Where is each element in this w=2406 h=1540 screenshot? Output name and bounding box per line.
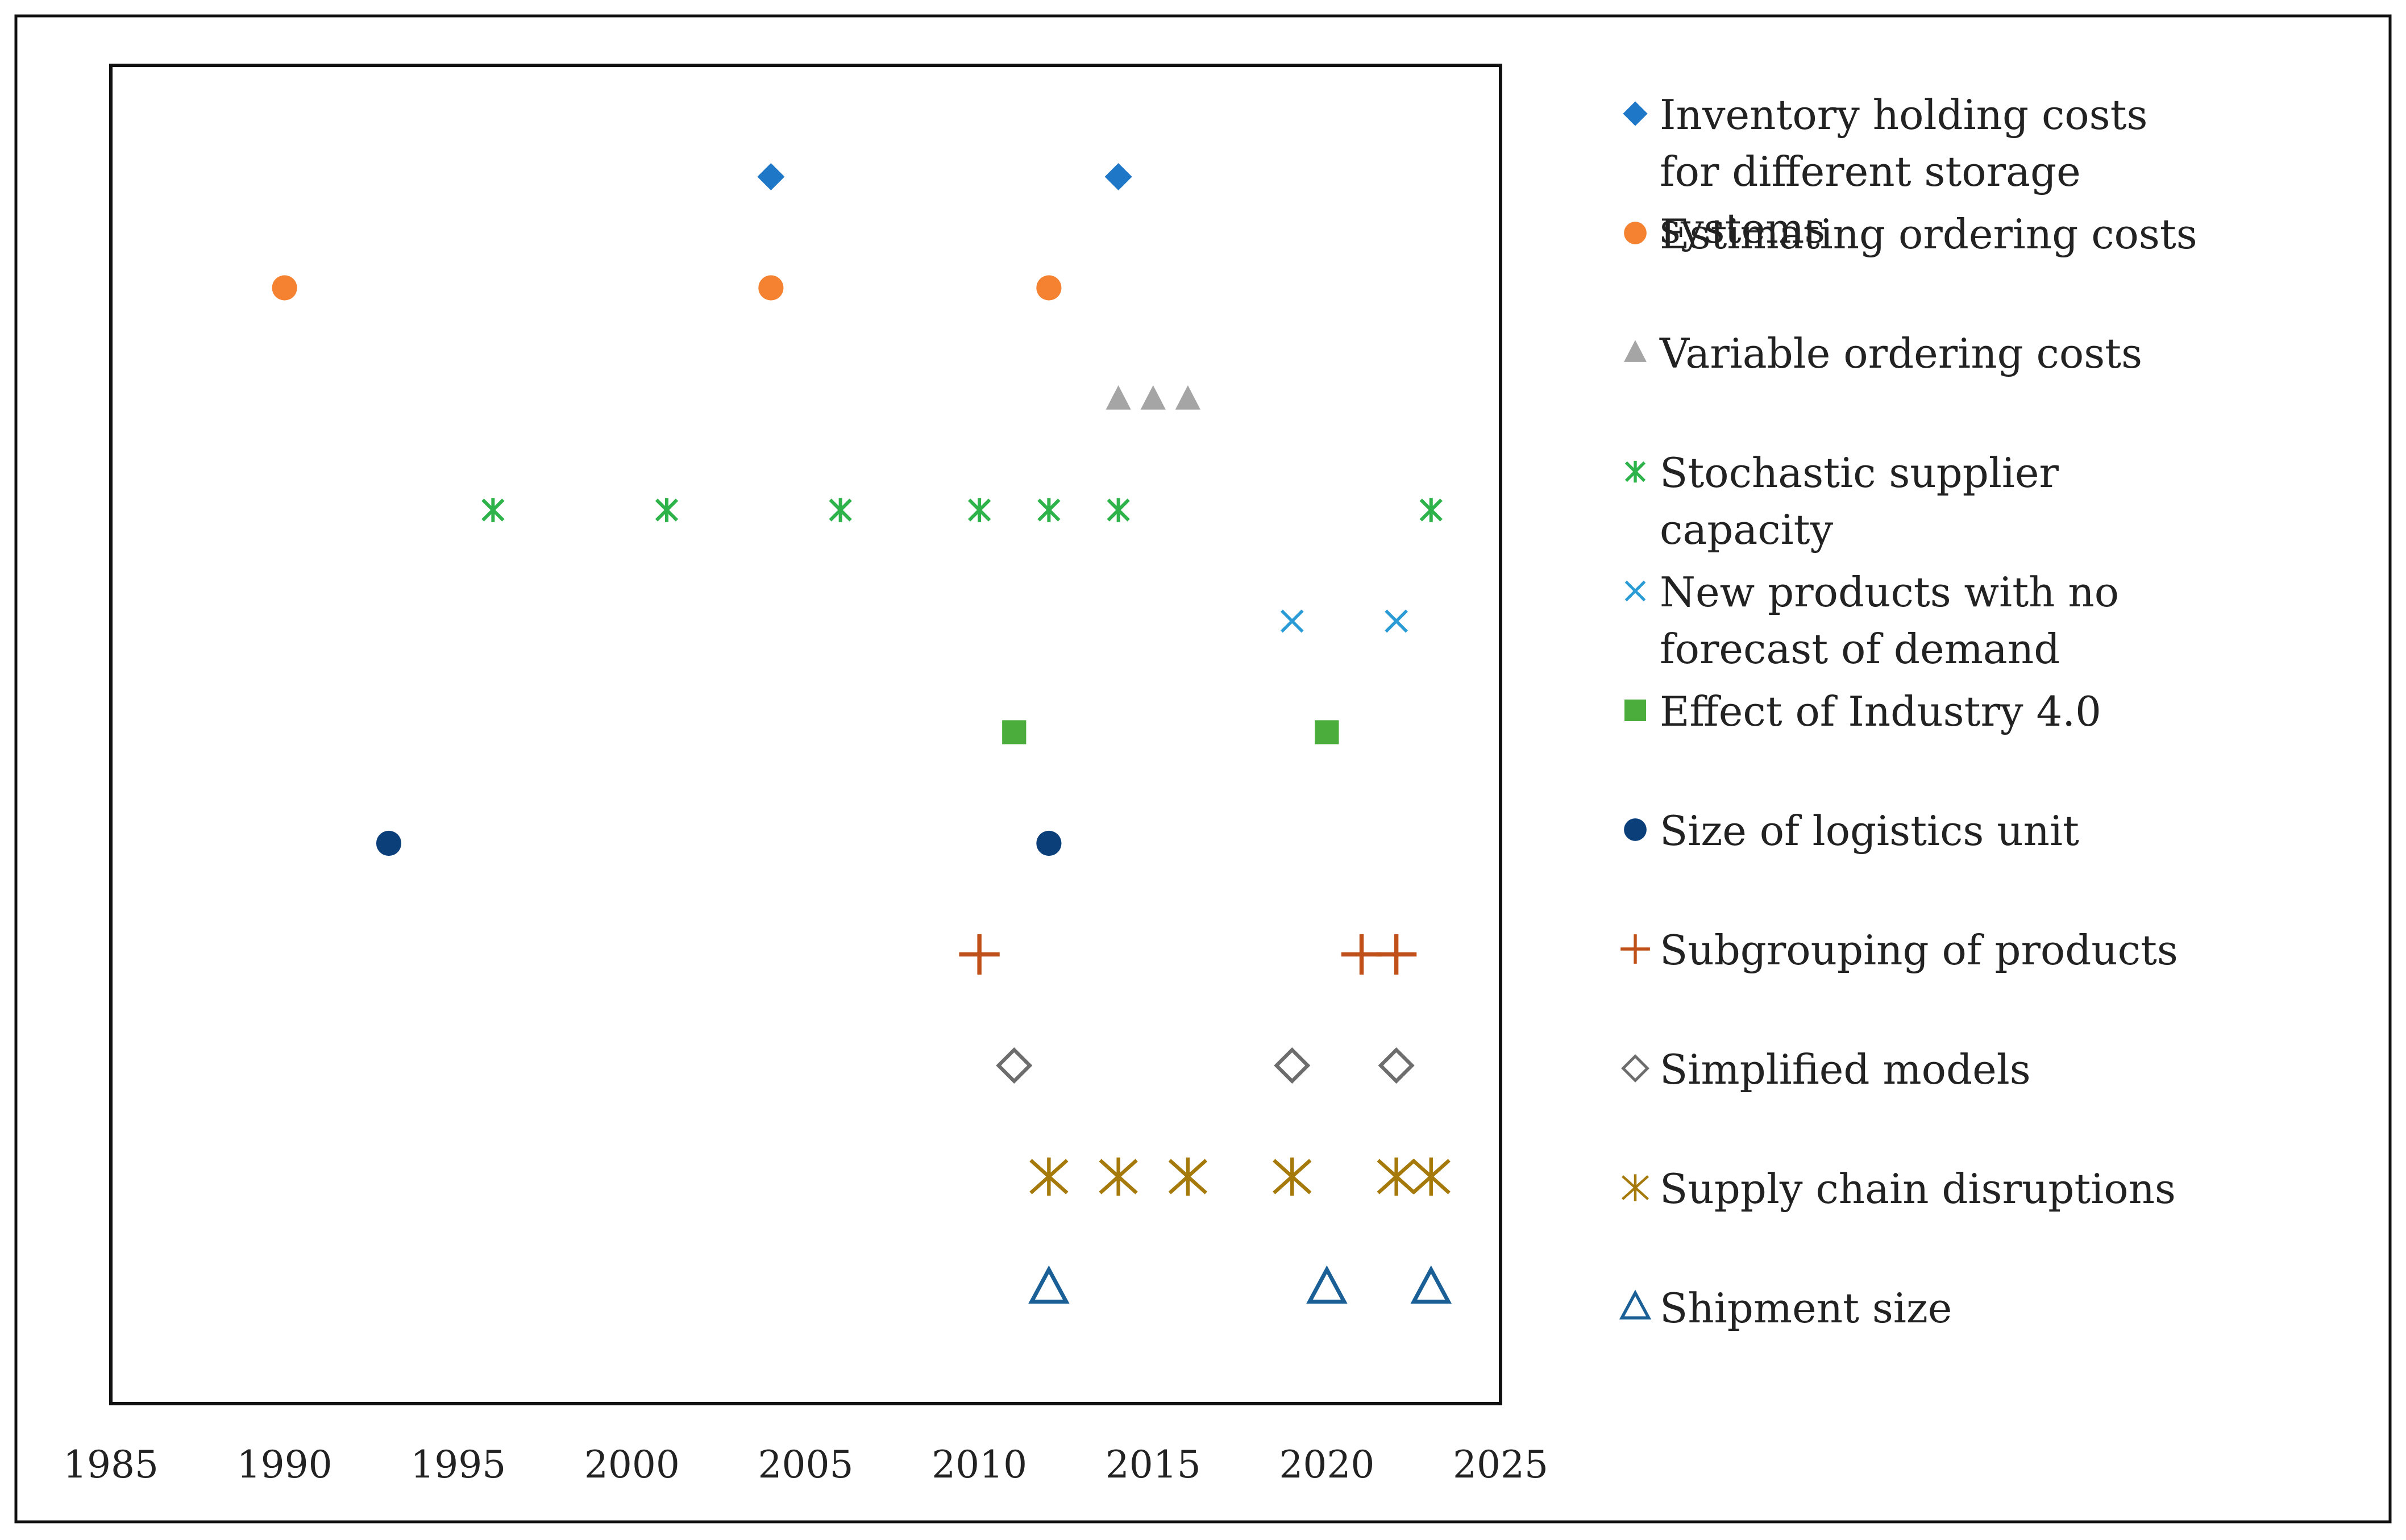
legend-label-1: Inventory holding costs for different sto… <box>1660 91 2147 252</box>
data-point-10-2016 <box>1168 1157 1208 1196</box>
legend-marker-2 <box>1624 222 1647 244</box>
x-tick-label-1985: 1985 <box>63 1443 159 1487</box>
plot-area <box>109 64 1502 1405</box>
legend-item-9: Simplified models <box>1621 1046 2031 1093</box>
series-7 <box>376 830 1062 856</box>
legend-label-2: Estimating ordering costs <box>1660 210 2197 258</box>
data-point-2-2004 <box>758 275 784 301</box>
series-3 <box>1106 385 1200 410</box>
legend-item-2: Estimating ordering costs <box>1624 210 2197 258</box>
legend-label-9: Simplified models <box>1660 1046 2031 1093</box>
data-point-10-2023 <box>1411 1157 1451 1196</box>
legend-marker-1 <box>1623 101 1648 126</box>
legend-item-6: Effect of Industry 4.0 <box>1624 688 2101 735</box>
data-point-6-2011 <box>1002 720 1027 744</box>
data-point-7-1993 <box>376 830 402 856</box>
data-point-4-2010 <box>968 498 991 522</box>
x-tick-label-2025: 2025 <box>1453 1443 1548 1487</box>
legend-item-11: Shipment size <box>1619 1284 1952 1332</box>
legend-item-3: Variable ordering costs <box>1624 330 2142 377</box>
legend-label-8: Subgrouping of products <box>1660 926 2178 974</box>
legend-label-6: Effect of Industry 4.0 <box>1660 688 2101 735</box>
data-point-9-2022 <box>1378 1047 1415 1084</box>
data-point-7-2012 <box>1036 830 1062 856</box>
legend-item-1: Inventory holding costs for different sto… <box>1623 91 2147 252</box>
x-axis: 1985 1990 1995 2000 2005 2010 2015 2020 2025 <box>63 1443 1548 1487</box>
legend-label-4: Stochastic supplier capacity <box>1660 449 2059 553</box>
data-point-11-2023 <box>1410 1265 1452 1304</box>
x-tick-label-1990: 1990 <box>237 1443 333 1487</box>
series-4 <box>481 498 1443 522</box>
legend-item-4: Stochastic supplier capacity <box>1624 449 2059 553</box>
data-point-6-2020 <box>1315 720 1339 744</box>
legend-marker-8 <box>1620 934 1650 964</box>
legend-label-10: Supply chain disruptions <box>1660 1165 2176 1213</box>
x-tick-label-1995: 1995 <box>410 1443 506 1487</box>
data-point-2-1990 <box>272 275 297 301</box>
data-point-4-2006 <box>829 498 852 522</box>
data-point-1-2014 <box>1104 163 1132 190</box>
data-point-1-2004 <box>757 163 785 190</box>
series-1 <box>757 163 1132 190</box>
legend-marker-10 <box>1621 1174 1649 1201</box>
data-point-10-2014 <box>1099 1157 1138 1196</box>
legend-marker-5 <box>1624 580 1646 602</box>
series-6 <box>1002 720 1339 744</box>
data-point-8-2010 <box>959 934 1000 975</box>
data-point-8-2021 <box>1341 934 1382 975</box>
legend-label-5: New products with no forecast of demand <box>1660 568 2119 673</box>
data-point-8-2022 <box>1376 934 1417 975</box>
data-point-5-2019 <box>1280 609 1304 633</box>
legend-label-11: Shipment size <box>1660 1284 1952 1332</box>
x-tick-label-2000: 2000 <box>584 1443 680 1487</box>
legend-marker-9 <box>1621 1054 1649 1083</box>
legend-marker-11 <box>1619 1289 1652 1320</box>
data-point-4-2012 <box>1037 498 1061 522</box>
data-point-9-2011 <box>996 1047 1033 1084</box>
data-point-9-2019 <box>1274 1047 1311 1084</box>
legend-marker-4 <box>1624 460 1646 483</box>
series-9 <box>996 1047 1415 1084</box>
data-points <box>272 163 1452 1304</box>
data-point-10-2022 <box>1377 1157 1416 1196</box>
data-point-3-2016 <box>1175 385 1200 410</box>
legend-item-8: Subgrouping of products <box>1620 926 2178 974</box>
series-2 <box>272 275 1062 301</box>
x-tick-label-2010: 2010 <box>932 1443 1027 1487</box>
data-point-3-2014 <box>1106 385 1131 410</box>
data-point-2-2012 <box>1036 275 1062 301</box>
data-point-3-2015 <box>1140 385 1166 410</box>
data-point-11-2020 <box>1306 1265 1348 1304</box>
legend-marker-3 <box>1624 340 1647 362</box>
legend-item-10: Supply chain disruptions <box>1621 1165 2176 1213</box>
data-point-4-2014 <box>1107 498 1130 522</box>
data-point-10-2019 <box>1273 1157 1312 1196</box>
legend-label-7: Size of logistics unit <box>1660 807 2079 855</box>
x-tick-label-2020: 2020 <box>1279 1443 1374 1487</box>
series-11 <box>1028 1265 1452 1304</box>
legend-marker-6 <box>1624 699 1647 722</box>
legend-item-5: New products with no forecast of demand <box>1624 568 2119 673</box>
figure-border <box>14 14 2392 1524</box>
data-point-10-2012 <box>1029 1157 1069 1196</box>
series-8 <box>959 934 1417 975</box>
x-tick-label-2015: 2015 <box>1106 1443 1201 1487</box>
data-point-4-2001 <box>655 498 679 522</box>
legend: Inventory holding costs for different sto… <box>1619 91 2197 1332</box>
x-tick-label-2005: 2005 <box>758 1443 854 1487</box>
legend-item-7: Size of logistics unit <box>1624 807 2079 855</box>
legend-marker-7 <box>1624 818 1647 841</box>
series-5 <box>1280 609 1408 633</box>
data-point-4-2023 <box>1419 498 1443 522</box>
series-10 <box>1029 1157 1451 1196</box>
legend-label-3: Variable ordering costs <box>1659 330 2142 377</box>
data-point-11-2012 <box>1028 1265 1070 1304</box>
data-point-5-2022 <box>1385 609 1408 633</box>
data-point-4-1996 <box>481 498 505 522</box>
